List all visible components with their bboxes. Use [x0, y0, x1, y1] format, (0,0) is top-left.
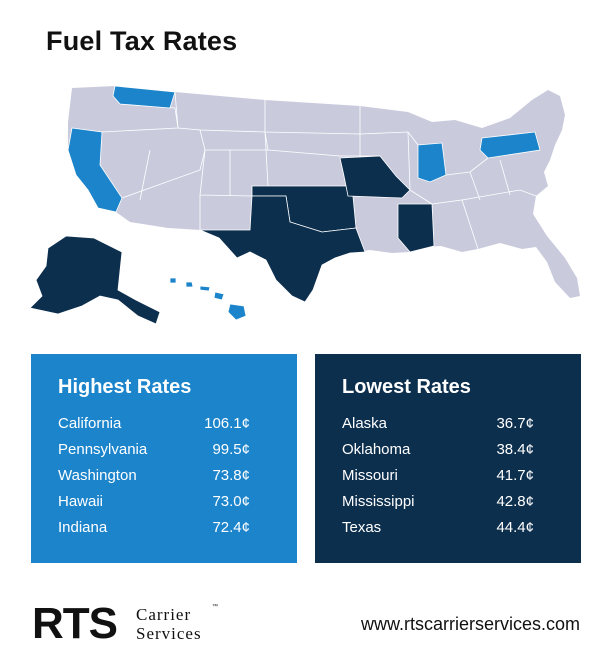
state-hawaii-molokai [199, 285, 211, 292]
rate-value: 44.4¢ [496, 519, 534, 536]
state-border-line [267, 149, 380, 157]
state-name: Washington [58, 467, 137, 484]
state-name: Indiana [58, 519, 108, 536]
state-pennsylvania [479, 131, 541, 159]
state-washington [112, 85, 176, 109]
state-name: Mississippi [342, 493, 415, 510]
list-item: Oklahoma 38.4¢ [342, 441, 534, 467]
state-hawaii-kauai [169, 277, 177, 284]
state-borders [101, 91, 537, 250]
rts-logo: RTS Carrier Services ™ [32, 599, 232, 648]
rate-value: 106.1¢ [204, 415, 250, 432]
state-border-line [174, 91, 206, 151]
state-hawaii-maui [213, 291, 225, 301]
list-item: Indiana 72.4¢ [58, 519, 250, 545]
state-indiana [417, 142, 447, 183]
state-name: Texas [342, 519, 382, 536]
rate-value: 73.8¢ [212, 467, 250, 484]
list-item: Alaska 36.7¢ [342, 415, 534, 441]
state-border-line [139, 149, 151, 201]
list-item: Mississippi 42.8¢ [342, 493, 534, 519]
state-name: Hawaii [58, 493, 104, 510]
rate-value: 41.7¢ [496, 467, 534, 484]
lowest-rates-list: Alaska 36.7¢ Oklahoma 38.4¢ Missouri 41.7¢ … [342, 415, 534, 545]
logo-services: Services [136, 624, 202, 643]
lowest-rates-panel: Lowest Rates Alaska 36.7¢ Oklahoma 38.4¢ M… [315, 354, 581, 563]
rate-value: 42.8¢ [496, 493, 534, 510]
rate-value: 99.5¢ [212, 441, 250, 458]
logo-trademark: ™ [212, 604, 218, 610]
list-item: Pennsylvania 99.5¢ [58, 441, 250, 467]
logo-carrier: Carrier [136, 605, 192, 624]
state-name: Alaska [342, 415, 388, 432]
state-missouri [339, 155, 411, 199]
state-border-line [469, 171, 481, 201]
list-item: Washington 73.8¢ [58, 467, 250, 493]
highest-rates-panel: Highest Rates California 106.1¢ Pennsylva… [31, 354, 297, 563]
state-name: Missouri [342, 467, 398, 484]
website-link[interactable]: www.rtscarrierservices.com [360, 614, 580, 634]
logo-wordmark: RTS [32, 599, 118, 648]
highest-rates-heading: Highest Rates [58, 376, 192, 398]
rate-value: 36.7¢ [496, 415, 534, 432]
state-mississippi [397, 203, 435, 253]
state-alaska [29, 235, 161, 325]
state-border-line [121, 129, 269, 199]
rate-value: 73.0¢ [212, 493, 250, 510]
list-item: California 106.1¢ [58, 415, 250, 441]
highlighted-states [29, 85, 541, 325]
highest-rates-list: California 106.1¢ Pennsylvania 99.5¢ Washi… [58, 415, 250, 545]
list-item: Missouri 41.7¢ [342, 467, 534, 493]
state-california [67, 127, 123, 213]
lowest-rates-heading: Lowest Rates [342, 376, 471, 398]
state-name: Pennsylvania [58, 441, 148, 458]
state-name: Oklahoma [342, 441, 411, 458]
state-name: California [58, 415, 122, 432]
us-fuel-tax-map [29, 85, 580, 325]
list-item: Hawaii 73.0¢ [58, 493, 250, 519]
list-item: Texas 44.4¢ [342, 519, 534, 545]
state-hawaii-big-island [227, 303, 247, 321]
state-border-line [264, 131, 269, 187]
rate-value: 72.4¢ [212, 519, 250, 536]
page-title: Fuel Tax Rates [46, 26, 238, 56]
rate-value: 38.4¢ [496, 441, 534, 458]
state-border-line [499, 159, 511, 196]
state-border-line [461, 189, 537, 201]
state-hawaii-oahu [185, 281, 194, 288]
state-texas [199, 195, 366, 303]
